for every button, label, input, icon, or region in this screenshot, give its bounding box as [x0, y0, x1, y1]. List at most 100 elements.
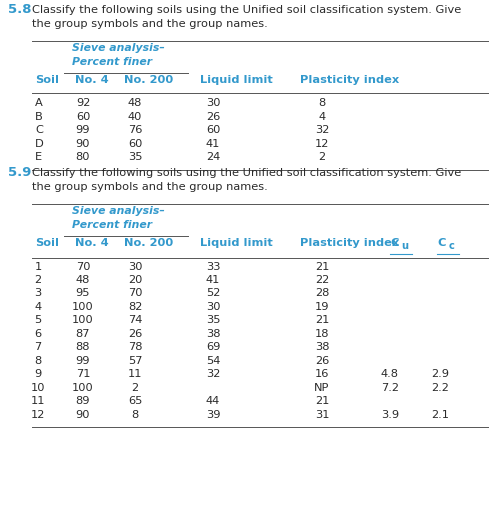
Text: 78: 78	[128, 342, 142, 352]
Text: 2.2: 2.2	[431, 383, 449, 393]
Text: 28: 28	[315, 288, 329, 299]
Text: Sieve analysis–: Sieve analysis–	[72, 205, 165, 215]
Text: Plasticity index: Plasticity index	[300, 237, 399, 248]
Text: 69: 69	[206, 342, 220, 352]
Text: 92: 92	[76, 98, 90, 108]
Text: 9: 9	[34, 369, 42, 380]
Text: No. 4: No. 4	[75, 75, 109, 85]
Text: 2.1: 2.1	[431, 410, 449, 420]
Text: 76: 76	[128, 125, 142, 135]
Text: 2: 2	[34, 275, 42, 285]
Text: the group symbols and the group names.: the group symbols and the group names.	[32, 181, 268, 192]
Text: 22: 22	[315, 275, 329, 285]
Text: C: C	[35, 125, 43, 135]
Text: 100: 100	[72, 302, 94, 312]
Text: 95: 95	[76, 288, 90, 299]
Text: 100: 100	[72, 383, 94, 393]
Text: the group symbols and the group names.: the group symbols and the group names.	[32, 19, 268, 29]
Text: No. 200: No. 200	[124, 237, 173, 248]
Text: c: c	[449, 241, 454, 251]
Text: 70: 70	[128, 288, 142, 299]
Text: 2: 2	[131, 383, 138, 393]
Text: 38: 38	[206, 329, 220, 339]
Text: 35: 35	[128, 152, 142, 162]
Text: 18: 18	[315, 329, 329, 339]
Text: 12: 12	[315, 139, 329, 148]
Text: 60: 60	[206, 125, 220, 135]
Text: 7.2: 7.2	[381, 383, 399, 393]
Text: 65: 65	[128, 397, 142, 406]
Text: 4: 4	[34, 302, 42, 312]
Text: 6: 6	[34, 329, 42, 339]
Text: NP: NP	[314, 383, 329, 393]
Text: Sieve analysis–: Sieve analysis–	[72, 43, 165, 53]
Text: Soil: Soil	[35, 75, 59, 85]
Text: 7: 7	[34, 342, 42, 352]
Text: 5.8: 5.8	[8, 3, 32, 16]
Text: Classify the following soils using the Unified soil classification system. Give: Classify the following soils using the U…	[32, 167, 461, 178]
Text: 21: 21	[315, 397, 329, 406]
Text: 32: 32	[206, 369, 220, 380]
Text: 26: 26	[128, 329, 142, 339]
Text: 41: 41	[206, 139, 220, 148]
Text: 20: 20	[128, 275, 142, 285]
Text: 74: 74	[128, 316, 142, 325]
Text: 31: 31	[315, 410, 329, 420]
Text: No. 4: No. 4	[75, 237, 109, 248]
Text: 35: 35	[206, 316, 220, 325]
Text: 4: 4	[318, 112, 325, 122]
Text: 2: 2	[318, 152, 325, 162]
Text: 30: 30	[206, 302, 220, 312]
Text: 26: 26	[315, 356, 329, 366]
Text: 90: 90	[76, 139, 90, 148]
Text: C: C	[437, 237, 445, 248]
Text: 90: 90	[76, 410, 90, 420]
Text: 89: 89	[76, 397, 90, 406]
Text: B: B	[35, 112, 43, 122]
Text: Plasticity index: Plasticity index	[300, 75, 399, 85]
Text: 30: 30	[206, 98, 220, 108]
Text: 60: 60	[76, 112, 90, 122]
Text: 11: 11	[128, 369, 142, 380]
Text: 21: 21	[315, 316, 329, 325]
Text: Liquid limit: Liquid limit	[200, 75, 273, 85]
Text: 70: 70	[76, 262, 90, 271]
Text: 48: 48	[76, 275, 90, 285]
Text: 4.8: 4.8	[381, 369, 399, 380]
Text: Percent finer: Percent finer	[72, 57, 152, 67]
Text: Classify the following soils using the Unified soil classification system. Give: Classify the following soils using the U…	[32, 5, 461, 15]
Text: 100: 100	[72, 316, 94, 325]
Text: 99: 99	[76, 356, 90, 366]
Text: 88: 88	[76, 342, 90, 352]
Text: Percent finer: Percent finer	[72, 219, 152, 230]
Text: 1: 1	[34, 262, 42, 271]
Text: 3.9: 3.9	[381, 410, 399, 420]
Text: 16: 16	[315, 369, 329, 380]
Text: 82: 82	[128, 302, 142, 312]
Text: 3: 3	[34, 288, 42, 299]
Text: A: A	[35, 98, 43, 108]
Text: 60: 60	[128, 139, 142, 148]
Text: 52: 52	[206, 288, 220, 299]
Text: 26: 26	[206, 112, 220, 122]
Text: 10: 10	[31, 383, 45, 393]
Text: 99: 99	[76, 125, 90, 135]
Text: 24: 24	[206, 152, 220, 162]
Text: 48: 48	[128, 98, 142, 108]
Text: D: D	[35, 139, 44, 148]
Text: 8: 8	[34, 356, 42, 366]
Text: 12: 12	[31, 410, 45, 420]
Text: 30: 30	[128, 262, 142, 271]
Text: No. 200: No. 200	[124, 75, 173, 85]
Text: 5: 5	[34, 316, 42, 325]
Text: C: C	[390, 237, 398, 248]
Text: 19: 19	[315, 302, 329, 312]
Text: 33: 33	[206, 262, 220, 271]
Text: Soil: Soil	[35, 237, 59, 248]
Text: 57: 57	[128, 356, 142, 366]
Text: E: E	[35, 152, 42, 162]
Text: 5.9: 5.9	[8, 165, 31, 179]
Text: 80: 80	[76, 152, 90, 162]
Text: 2.9: 2.9	[431, 369, 449, 380]
Text: 38: 38	[315, 342, 329, 352]
